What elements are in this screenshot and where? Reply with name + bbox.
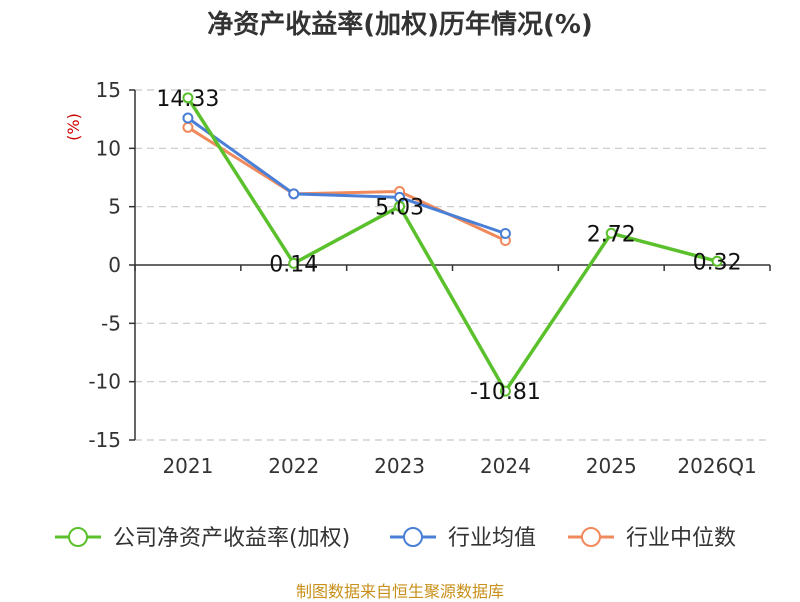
data-label-5: 0.32 (693, 250, 742, 275)
data-labels: 14.33 0.14 5.03 -10.81 2.72 0.32 (156, 87, 741, 405)
series-0-point-4 (605, 227, 617, 239)
y-tick-label-4: -5 (101, 311, 121, 335)
series-0-point-3 (499, 385, 511, 397)
series-1-point-3 (499, 228, 511, 239)
data-label-4: 2.72 (587, 222, 636, 247)
x-tick-label-1: 2022 (268, 454, 319, 478)
series-line-0 (186, 96, 718, 393)
x-tick-label-3: 2024 (480, 454, 531, 478)
y-tick-label-1: 10 (96, 136, 121, 160)
grid (135, 89, 770, 441)
series-1-point-0 (182, 112, 194, 124)
series-0-point-1 (288, 257, 300, 269)
axes: 15 10 5 0 -5 -10 -15 2021 2022 2023 2024 2025 2026Q1… (64, 78, 771, 478)
legend-label-1: 行业均值 (448, 526, 536, 551)
legend-marker-2 (581, 527, 601, 547)
y-tick-label-3: 0 (108, 253, 121, 277)
legend-marker-1 (403, 527, 423, 547)
legend-label-2: 行业中位数 (626, 526, 736, 551)
series-line-1 (187, 116, 506, 235)
series-line-2 (187, 126, 507, 242)
x-tick-label-0: 2021 (162, 454, 213, 478)
chart-title: 净资产收益率(加权)历年情况(%) (207, 10, 593, 40)
y-tick-label-5: -10 (88, 370, 121, 394)
data-label-0: 14.33 (156, 87, 219, 112)
x-tick-label-4: 2025 (586, 454, 637, 478)
series-1-point-1 (288, 188, 300, 200)
legend-label-0: 公司净资产收益率(加权) (113, 526, 350, 551)
legend-marker-0 (68, 527, 88, 547)
series-2-point-0 (182, 121, 194, 133)
y-axis-unit: (%) (64, 113, 83, 141)
y-tick-label-0: 15 (96, 78, 121, 102)
series-0-point-2 (394, 200, 406, 212)
series-lines (182, 92, 723, 397)
source-footer: 制图数据来自恒生聚源数据库 (295, 582, 504, 601)
x-tick-label-5: 2026Q1 (677, 454, 756, 478)
data-label-1: 0.14 (269, 252, 318, 277)
y-tick-label-2: 5 (108, 195, 121, 219)
series-0-point-5 (711, 255, 723, 267)
legend: 公司净资产收益率(加权) 行业均值 行业中位数 (55, 526, 736, 551)
y-tick-label-6: -15 (88, 428, 121, 452)
data-label-2: 5.03 (375, 195, 424, 220)
data-label-3: -10.81 (470, 380, 541, 405)
series-0-point-0 (182, 92, 194, 104)
x-tick-label-2: 2023 (374, 454, 425, 478)
